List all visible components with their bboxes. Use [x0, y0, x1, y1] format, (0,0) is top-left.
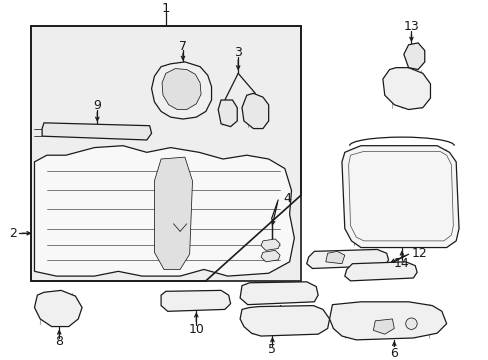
Polygon shape [161, 291, 230, 311]
Polygon shape [344, 262, 416, 281]
Polygon shape [341, 146, 458, 248]
Polygon shape [218, 100, 237, 127]
Text: 13: 13 [403, 20, 418, 33]
Text: 11: 11 [272, 317, 287, 330]
Polygon shape [154, 157, 192, 269]
Text: 2: 2 [9, 227, 17, 240]
Polygon shape [242, 93, 268, 129]
Polygon shape [240, 282, 318, 305]
Polygon shape [329, 302, 446, 340]
Polygon shape [261, 239, 280, 251]
Polygon shape [42, 123, 151, 140]
Polygon shape [162, 69, 201, 109]
Text: 12: 12 [410, 247, 427, 260]
Circle shape [405, 318, 416, 329]
Polygon shape [151, 62, 211, 119]
Polygon shape [373, 319, 393, 334]
Text: 8: 8 [55, 335, 63, 348]
Polygon shape [35, 291, 82, 327]
Polygon shape [35, 146, 294, 276]
Text: 7: 7 [179, 40, 186, 53]
Polygon shape [382, 68, 429, 109]
Text: 9: 9 [93, 99, 101, 112]
Polygon shape [325, 251, 344, 264]
Text: 5: 5 [268, 343, 276, 356]
Text: 6: 6 [389, 347, 397, 360]
Text: 10: 10 [188, 323, 204, 336]
Polygon shape [403, 43, 424, 69]
Text: 1: 1 [161, 2, 170, 15]
Polygon shape [306, 249, 388, 269]
Polygon shape [261, 251, 280, 262]
Bar [31, 26, 301, 281]
Text: 14: 14 [393, 257, 409, 270]
Polygon shape [240, 306, 329, 336]
Text: 4: 4 [283, 192, 290, 204]
Text: 3: 3 [234, 46, 242, 59]
